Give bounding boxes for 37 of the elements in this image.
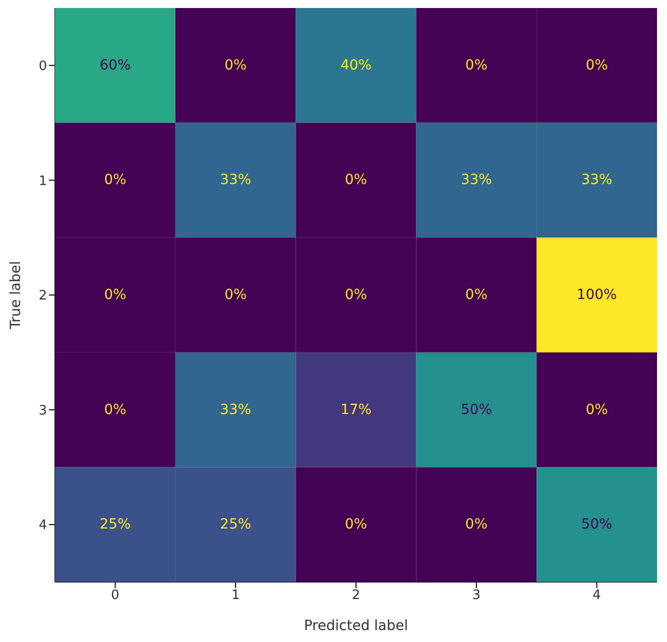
data-label: 25% — [100, 516, 131, 533]
data-label: 40% — [340, 57, 372, 74]
data-label: 0% — [344, 172, 368, 188]
data-label: 50% — [581, 516, 612, 533]
data-label: 0% — [344, 287, 368, 303]
y-axis-title: True label — [8, 260, 24, 330]
data-label: 50% — [460, 402, 492, 418]
data-label: 33% — [460, 172, 492, 188]
data-label: 17% — [340, 402, 372, 418]
data-label: 0% — [104, 172, 126, 188]
data-label: 0% — [224, 287, 247, 303]
y-tick-label: 0 — [38, 59, 47, 74]
y-tick-label: 3 — [38, 403, 47, 418]
data-label: 0% — [104, 402, 126, 418]
data-label: 0% — [586, 57, 608, 74]
data-label: 0% — [104, 287, 126, 303]
y-tick-label: 1 — [38, 174, 47, 189]
data-label: 33% — [220, 172, 252, 188]
data-label: 0% — [465, 516, 488, 533]
x-tick-label: 2 — [352, 588, 360, 604]
data-label: 33% — [220, 402, 252, 418]
data-label: 0% — [465, 287, 488, 303]
data-label: 33% — [581, 172, 612, 188]
x-tick-label: 0 — [111, 588, 120, 604]
y-tick-label: 4 — [38, 518, 47, 534]
data-label: 0% — [224, 57, 247, 74]
data-label: 100% — [576, 287, 617, 303]
x-tick-label: 4 — [592, 588, 601, 604]
data-label: 0% — [465, 57, 488, 74]
data-label: 0% — [586, 402, 608, 418]
x-tick-label: 3 — [472, 588, 481, 604]
x-tick-label: 1 — [231, 588, 240, 604]
data-label: 25% — [220, 516, 252, 533]
data-label: 60% — [100, 57, 131, 74]
y-tick-label: 2 — [38, 288, 47, 304]
x-axis-title: Predicted label — [304, 618, 408, 634]
data-label: 0% — [344, 516, 368, 533]
